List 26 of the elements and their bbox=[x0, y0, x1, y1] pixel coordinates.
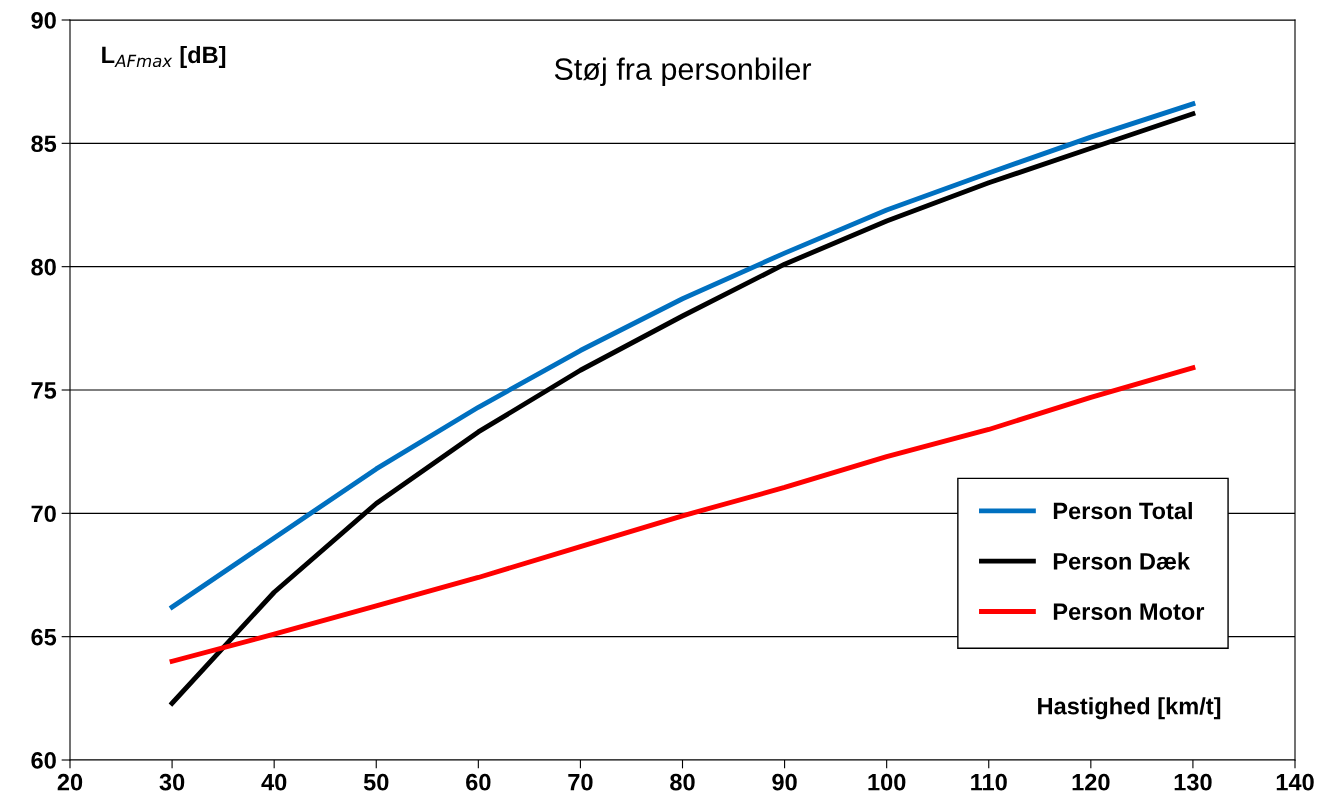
legend-label: Person Total bbox=[1053, 501, 1192, 520]
x-tick-label: 100 bbox=[868, 773, 906, 791]
x-tick-label: 60 bbox=[466, 773, 491, 791]
text: Støj fra personbiler bbox=[554, 57, 812, 87]
y-tick-label: 80 bbox=[31, 258, 56, 276]
x-tick-label: 30 bbox=[159, 773, 185, 791]
x-axis-title: Hastighed [km/t] bbox=[1038, 697, 1221, 720]
y-tick-label: 60 bbox=[31, 752, 56, 769]
x-tick-label: 110 bbox=[971, 773, 1007, 791]
y-tick-label: 85 bbox=[31, 135, 57, 153]
x-tick-label: 50 bbox=[363, 773, 389, 791]
x-tick-label: 40 bbox=[261, 773, 287, 791]
y-axis-title: L$_{AFmax}$ [dB] bbox=[102, 45, 226, 68]
x-tick-label: 70 bbox=[568, 773, 593, 791]
legend-label: Person Dæk bbox=[1053, 552, 1191, 570]
y-tick-label: 75 bbox=[31, 382, 57, 399]
y-tick-label: 70 bbox=[31, 505, 56, 523]
x-tick-label: 120 bbox=[1072, 773, 1110, 791]
x-tick-label: 90 bbox=[772, 773, 797, 791]
y-tick-label: 90 bbox=[31, 12, 56, 29]
x-tick-label: 80 bbox=[670, 773, 695, 791]
x-tick-label: 130 bbox=[1174, 773, 1212, 791]
legend-label: Person Motor bbox=[1053, 603, 1205, 621]
x-tick-label: 20 bbox=[57, 773, 83, 791]
y-tick-label: 65 bbox=[31, 628, 57, 646]
x-tick-label: 140 bbox=[1276, 773, 1314, 791]
